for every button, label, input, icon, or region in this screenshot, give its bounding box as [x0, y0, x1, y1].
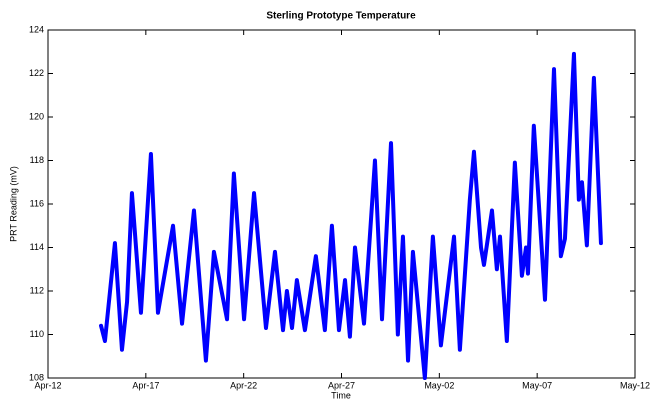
x-axis-label: Time	[331, 390, 351, 400]
x-tick-label: Apr-12	[34, 380, 61, 390]
y-tick-label: 112	[30, 285, 44, 295]
x-tick-label: Apr-27	[328, 380, 355, 390]
x-tick-label: May-12	[620, 380, 650, 390]
y-tick-label: 118	[30, 155, 44, 165]
y-tick-label: 122	[29, 68, 44, 78]
chart-title: Sterling Prototype Temperature	[266, 11, 416, 22]
y-tick-label: 120	[29, 111, 44, 121]
y-tick-label: 110	[30, 329, 44, 339]
x-tick-label: May-07	[522, 380, 552, 390]
y-tick-label: 116	[30, 198, 44, 208]
y-tick-label: 114	[30, 242, 44, 252]
y-tick-label: 124	[29, 24, 44, 34]
x-tick-label: Apr-22	[230, 380, 257, 390]
y-tick-label: 108	[29, 372, 44, 382]
y-axis-label: PRT Reading (mV)	[8, 166, 18, 242]
x-tick-label: Apr-17	[132, 380, 159, 390]
data-line	[99, 51, 603, 380]
x-tick-label: May-02	[424, 380, 454, 390]
